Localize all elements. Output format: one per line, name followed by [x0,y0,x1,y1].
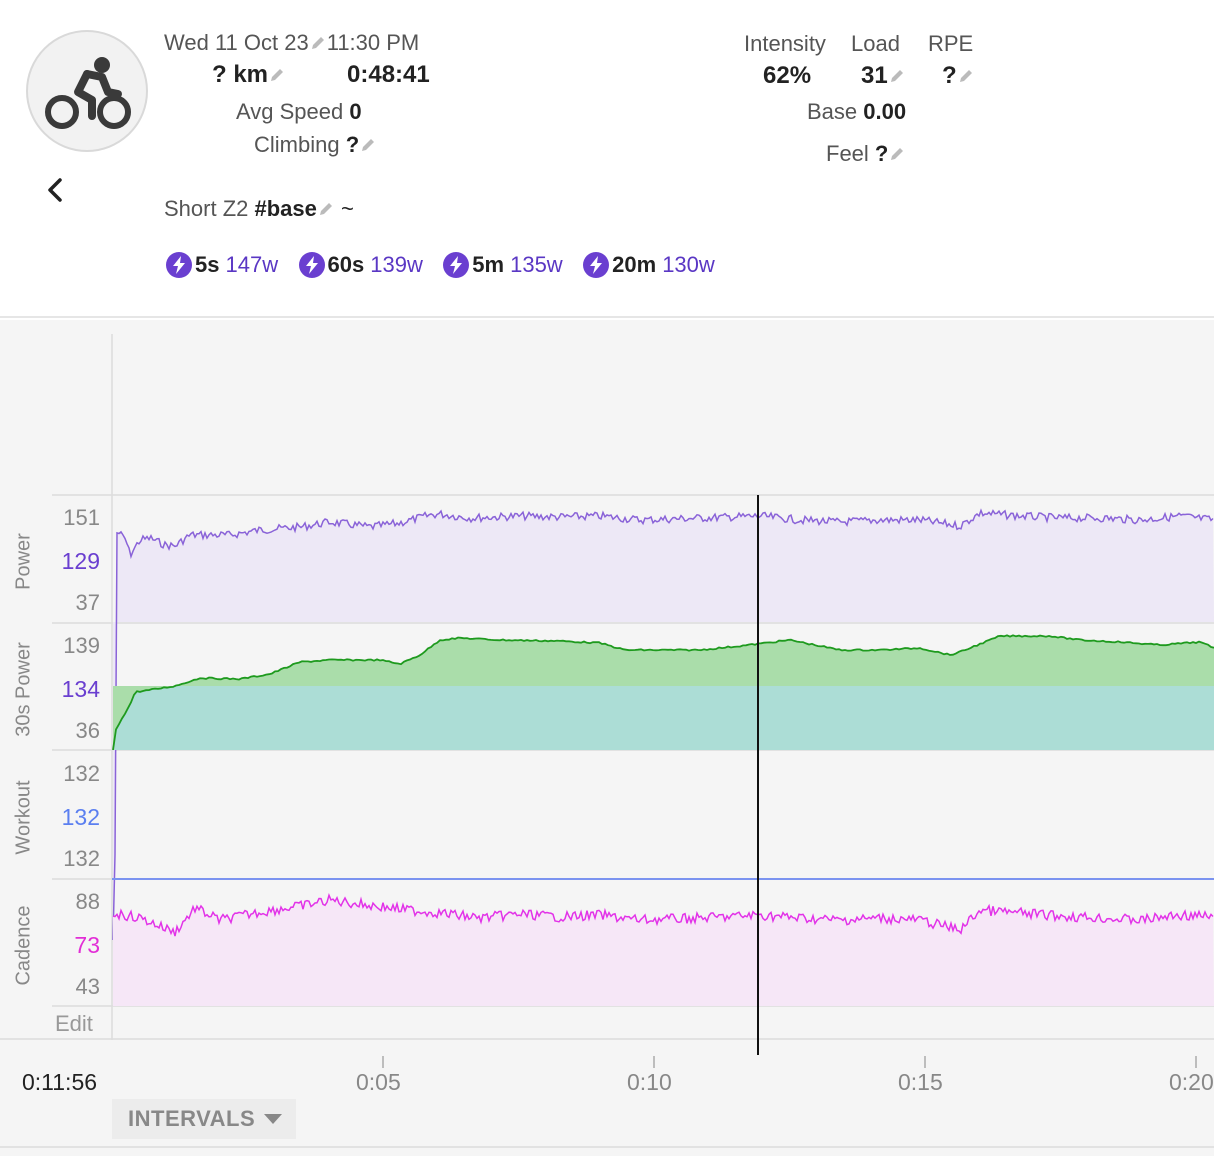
rpe-label: RPE [928,31,974,56]
cadence-area [113,895,1214,1006]
workout-row-label: Workout [12,780,35,855]
peak-duration: 5m [472,252,505,277]
cadence-axis-mid: 73 [74,932,100,958]
pencil-icon[interactable] [957,65,975,83]
cadence-axis-bottom: 43 [75,974,100,999]
activity-chart[interactable] [0,320,1214,1080]
lightning-icon [443,252,470,278]
pencil-icon[interactable] [268,64,286,82]
power30-row-label: 30s Power [12,642,35,737]
distance-text: ? km [212,61,269,88]
activity-tag: #base [254,196,317,221]
power30-axis-bottom: 36 [75,718,100,743]
peak-powers: 5s 147w 60s 139w 5m 135w 20m 130w [166,252,731,282]
power-axis-mid: 129 [61,548,100,574]
edit-button[interactable]: Edit [55,1011,93,1036]
activity-type-avatar [26,30,148,152]
caret-down-icon [264,1114,282,1124]
rpe-value[interactable]: ? [942,63,975,89]
peak-duration: 20m [612,252,657,277]
tilde-text: ~ [341,196,354,221]
power-axis-top: 151 [63,505,100,530]
peak-power: 147w [225,252,279,277]
chevron-left-icon [48,178,62,202]
climbing-label: Climbing [254,132,340,157]
peak-duration: 60s [327,252,365,277]
base: Base 0.00 [807,99,906,125]
load-value[interactable]: 31 [861,63,906,89]
distance-value[interactable]: ? km [212,62,286,88]
pencil-icon[interactable] [359,134,377,152]
back-button[interactable] [40,172,72,208]
pencil-icon[interactable] [317,198,335,216]
climbing[interactable]: Climbing ? [254,132,377,158]
power-axis-bottom: 37 [75,590,100,615]
x-tick-label: 0:05 [356,1069,401,1095]
cycling-icon [45,57,131,129]
date-text: Wed 11 Oct 23 [164,30,309,55]
peak-power: 130w [662,252,715,277]
cadence-axis-top: 88 [75,889,100,914]
activity-name[interactable]: Short Z2 #base ~ [164,196,354,222]
peak-item[interactable]: 5s 147w [166,252,278,278]
load-label: Load [851,31,900,56]
climbing-value: ? [345,132,360,157]
feel-label: Feel [826,141,869,166]
peak-duration: 5s [195,252,220,277]
peak-item[interactable]: 5m 135w [443,252,563,278]
pencil-icon[interactable] [888,65,906,83]
power-area [113,510,1214,940]
activity-header: Wed 11 Oct 23 11:30 PM ? km 0:48:41 Avg S… [0,0,1214,318]
lightning-icon [583,252,610,278]
peak-item[interactable]: 60s 139w [298,252,423,278]
peak-power: 139w [370,252,423,277]
intensity-label: Intensity [744,31,826,56]
lightning-icon [298,252,325,278]
pencil-icon[interactable] [888,143,906,161]
activity-date: Wed 11 Oct 23 11:30 PM [164,30,419,56]
activity-name-text: Short Z2 [164,196,249,221]
feel[interactable]: Feel ? [826,141,906,167]
avg-speed-label: Avg Speed [236,99,344,124]
power30-axis-mid: 134 [61,676,100,702]
power30-line [112,634,1214,751]
rpe-value-text: ? [942,62,957,89]
power-line [112,508,1214,941]
avg-speed: Avg Speed 0 [236,99,362,125]
x-tick-label: 0:20 [1169,1069,1214,1095]
workout-axis-mid: 132 [61,804,100,830]
avg-speed-value: 0 [349,99,362,124]
base-label: Base [807,99,858,124]
x-tick-label: 0:10 [627,1069,672,1095]
load-value-text: 31 [861,62,888,89]
cursor-time: 0:11:56 [22,1069,98,1095]
lightning-icon [166,252,192,278]
intervals-dropdown[interactable]: INTERVALS [112,1099,296,1139]
bottom-divider [0,1146,1214,1148]
power-row-label: Power [12,533,35,590]
feel-value: ? [874,141,889,166]
intensity-value: 62% [763,62,812,89]
cadence-row-label: Cadence [12,905,35,986]
duration-value: 0:48:41 [347,61,430,88]
peak-power: 135w [510,252,563,277]
base-value: 0.00 [863,99,907,124]
power30-area-below [113,686,1214,750]
workout-axis-bottom: 132 [63,846,100,871]
power30-axis-top: 139 [63,633,100,658]
x-tick-label: 0:15 [898,1069,943,1095]
cadence-line [112,892,1214,937]
pencil-icon[interactable] [309,32,327,50]
peak-item[interactable]: 20m 130w [583,252,715,278]
power30-area-above [113,635,1214,750]
time-text: 11:30 PM [326,30,420,55]
workout-axis-top: 132 [63,761,100,786]
intervals-label: INTERVALS [128,1106,256,1131]
